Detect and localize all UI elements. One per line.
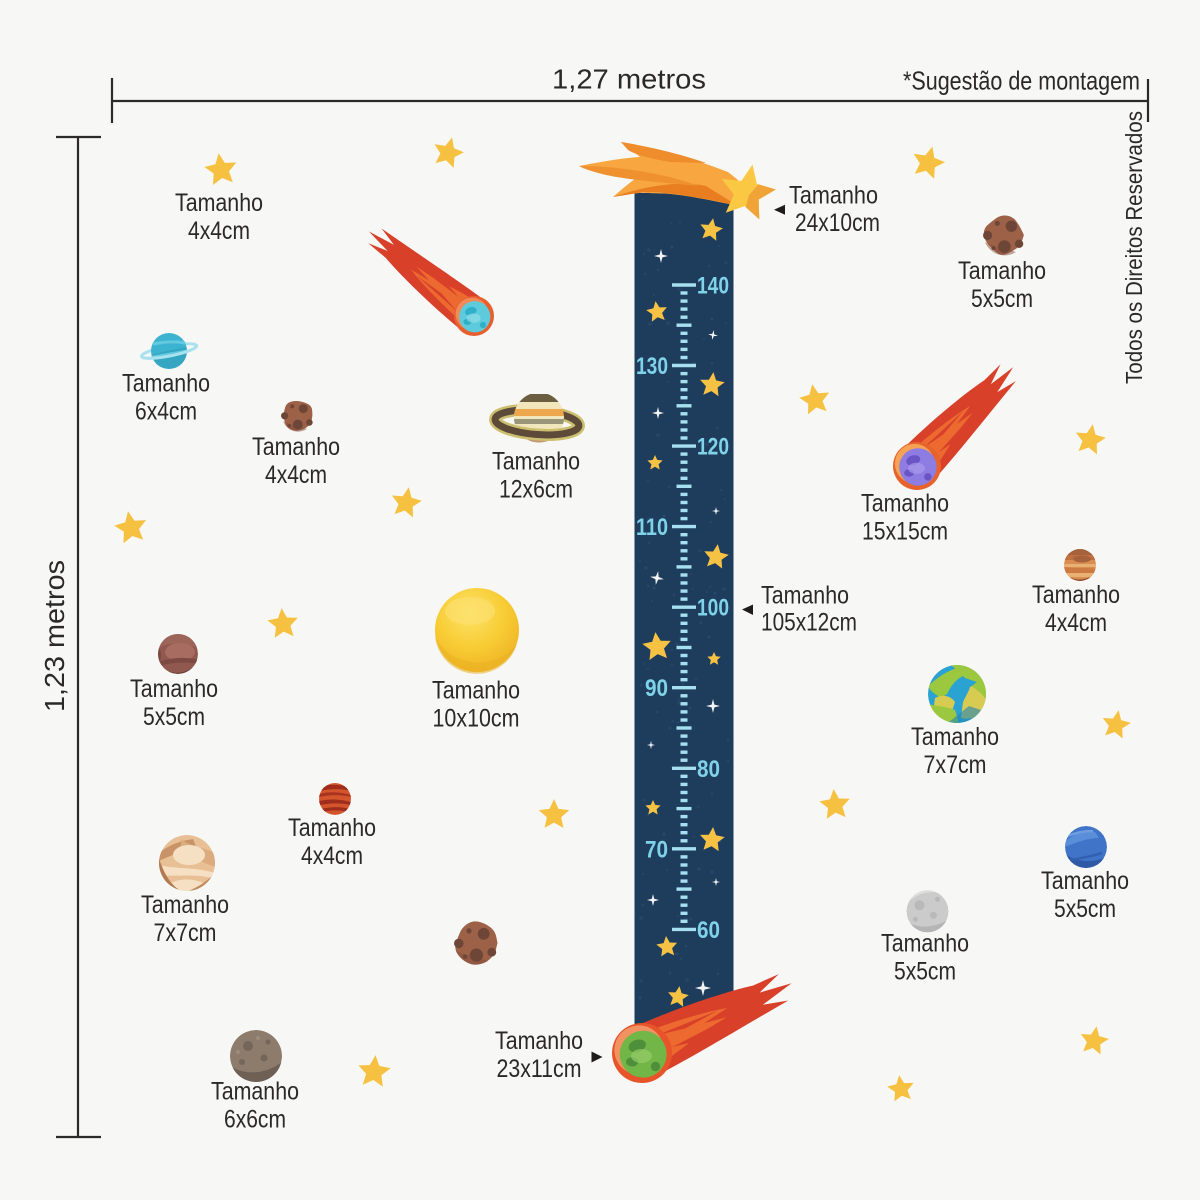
svg-text:Tamanho: Tamanho bbox=[1041, 867, 1129, 895]
svg-text:Tamanho: Tamanho bbox=[1032, 581, 1120, 609]
svg-text:110: 110 bbox=[636, 514, 668, 541]
svg-text:60: 60 bbox=[697, 917, 720, 944]
svg-text:120: 120 bbox=[697, 434, 729, 461]
svg-text:1,27 metros: 1,27 metros bbox=[552, 64, 706, 95]
svg-text:Tamanho: Tamanho bbox=[911, 723, 999, 751]
svg-text:Tamanho: Tamanho bbox=[958, 257, 1046, 285]
svg-text:Tamanho: Tamanho bbox=[130, 675, 218, 703]
svg-text:105x12cm: 105x12cm bbox=[761, 609, 857, 637]
svg-text:7x7cm: 7x7cm bbox=[154, 919, 217, 947]
svg-text:140: 140 bbox=[697, 273, 729, 300]
svg-text:Tamanho: Tamanho bbox=[789, 182, 878, 210]
svg-text:15x15cm: 15x15cm bbox=[862, 518, 948, 546]
svg-text:80: 80 bbox=[697, 756, 720, 783]
svg-text:Tamanho: Tamanho bbox=[761, 582, 849, 610]
svg-text:Todos os Direitos Reservados: Todos os Direitos Reservados bbox=[1121, 111, 1147, 384]
svg-text:Tamanho: Tamanho bbox=[495, 1027, 583, 1055]
svg-text:5x5cm: 5x5cm bbox=[1054, 895, 1116, 923]
svg-text:5x5cm: 5x5cm bbox=[143, 703, 205, 731]
svg-text:100: 100 bbox=[697, 595, 729, 622]
svg-text:Tamanho: Tamanho bbox=[122, 369, 210, 397]
svg-text:4x4cm: 4x4cm bbox=[301, 842, 363, 870]
svg-text:Tamanho: Tamanho bbox=[288, 814, 376, 842]
svg-text:Tamanho: Tamanho bbox=[861, 490, 949, 518]
svg-text:4x4cm: 4x4cm bbox=[188, 217, 250, 245]
svg-text:Tamanho: Tamanho bbox=[492, 448, 580, 476]
svg-text:6x6cm: 6x6cm bbox=[224, 1105, 286, 1133]
svg-text:Tamanho: Tamanho bbox=[141, 891, 229, 919]
svg-text:12x6cm: 12x6cm bbox=[499, 476, 573, 504]
svg-text:70: 70 bbox=[645, 836, 668, 863]
svg-text:4x4cm: 4x4cm bbox=[1045, 609, 1107, 637]
svg-text:1,23 metros: 1,23 metros bbox=[39, 560, 70, 712]
svg-text:6x4cm: 6x4cm bbox=[135, 397, 197, 425]
svg-text:Tamanho: Tamanho bbox=[432, 677, 520, 705]
svg-text:24x10cm: 24x10cm bbox=[795, 209, 880, 237]
svg-text:*Sugestão de montagem: *Sugestão de montagem bbox=[903, 66, 1140, 96]
svg-text:23x11cm: 23x11cm bbox=[497, 1055, 582, 1083]
svg-text:Tamanho: Tamanho bbox=[175, 189, 263, 217]
svg-text:4x4cm: 4x4cm bbox=[265, 461, 327, 489]
svg-text:130: 130 bbox=[636, 353, 668, 380]
svg-text:7x7cm: 7x7cm bbox=[924, 751, 987, 779]
svg-text:5x5cm: 5x5cm bbox=[971, 285, 1033, 313]
svg-text:10x10cm: 10x10cm bbox=[433, 705, 520, 733]
svg-text:Tamanho: Tamanho bbox=[881, 929, 969, 957]
svg-text:90: 90 bbox=[645, 675, 668, 702]
svg-text:Tamanho: Tamanho bbox=[252, 433, 340, 461]
svg-text:5x5cm: 5x5cm bbox=[894, 957, 956, 985]
svg-text:Tamanho: Tamanho bbox=[211, 1077, 299, 1105]
